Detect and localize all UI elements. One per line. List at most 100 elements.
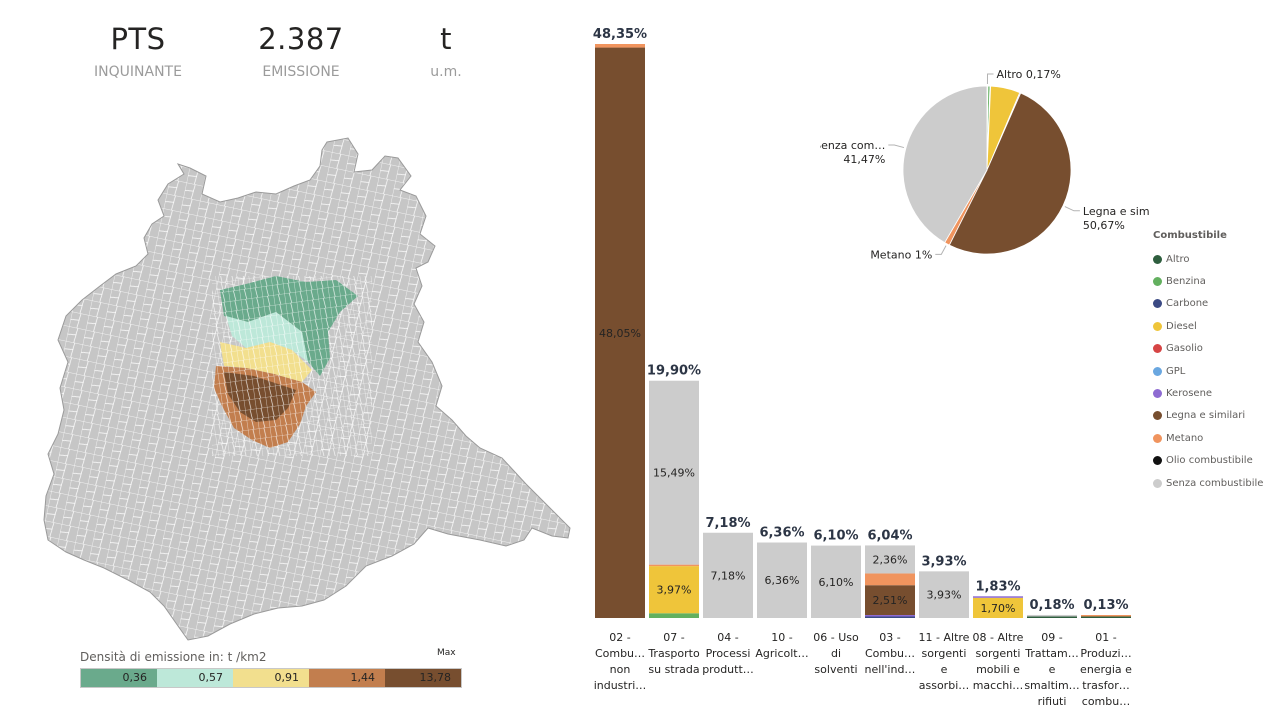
kpi-unit: t u.m. [400,20,492,81]
segment-label: 2,51% [873,594,908,607]
category-label: combu… [1082,695,1130,708]
legend-dot-icon [1153,299,1162,309]
bar-segment[interactable] [919,571,969,618]
category-label: Produzi… [1080,647,1131,660]
pie-callout-label: 41,47% [843,153,885,166]
bar-segment[interactable] [757,542,807,618]
category-label: industri… [594,679,647,692]
fuel-legend-item[interactable]: Legna e similari [1153,405,1263,427]
category-label: 06 - Uso [813,631,859,644]
bar-segment[interactable] [811,545,861,618]
category-label: rifiuti [1038,695,1067,708]
pie-callout-label: Altro 0,17% [997,68,1061,81]
legend-dot-icon [1153,366,1162,376]
bar-segment[interactable] [649,380,699,565]
category-label: non [610,663,631,676]
fuel-legend-label: Olio combustibile [1166,455,1253,467]
fuel-legend-item[interactable]: Carbone [1153,293,1263,315]
fuel-legend-title: Combustibile [1153,230,1227,241]
category-label: 04 - [717,631,738,644]
fuel-legend-item[interactable]: Metano [1153,427,1263,449]
fuel-legend-item[interactable]: Diesel [1153,315,1263,337]
pie-leader-line [986,73,994,85]
fuel-legend-item[interactable]: Senza combustibile [1153,472,1263,494]
bar-segment[interactable] [1027,614,1077,617]
category-label: e [1049,663,1056,676]
legend-dot-icon [1153,254,1162,264]
category-label: Processi [706,647,751,660]
category-label: sorgenti [976,647,1021,660]
category-label: di [831,647,841,660]
bar-segment[interactable] [1027,616,1077,619]
category-label: Combu… [595,647,645,660]
bar-segment[interactable] [865,615,915,617]
legend-dot-icon [1153,456,1162,466]
bar-segment[interactable] [1081,615,1131,617]
fuel-legend-item[interactable]: Kerosene [1153,382,1263,404]
fuel-legend-label: Altro [1166,253,1190,265]
bar-segment[interactable] [1081,616,1131,619]
pie-callout-label: Metano 1% [870,248,932,261]
segment-label: 3,97% [657,584,692,597]
fuel-legend-item[interactable]: GPL [1153,360,1263,382]
pie-callout-label: Legna e similari [1083,205,1150,218]
category-label: sorgenti [922,647,967,660]
fuel-legend: Combustibile Altro Benzina Carbone Diesel Ga… [1153,230,1263,494]
bar-total-label: 48,35% [593,27,647,42]
kpi-emissione-value: 2.387 [258,22,344,56]
map-region [44,138,570,640]
density-legend-cell: 0,57 [157,669,233,687]
density-legend: 0,36 0,57 0,91 1,44 13,78 [80,668,462,688]
fuel-legend-item[interactable]: Gasolio [1153,338,1263,360]
category-label: solventi [814,663,857,676]
category-label: macchi… [973,679,1024,692]
pie-leader-line [1064,206,1080,212]
bar-segment[interactable] [649,564,699,567]
bar-segment[interactable] [865,585,915,615]
segment-label: 6,10% [819,576,854,589]
emission-density-map[interactable] [40,136,572,642]
pie-callout-label: 50,67% [1083,219,1125,232]
fuel-legend-item[interactable]: Benzina [1153,270,1263,292]
category-label: Combu… [865,647,915,660]
category-label: 07 - [663,631,684,644]
bar-segment[interactable] [649,566,699,614]
bar-segment[interactable] [649,613,699,618]
category-label: su strada [648,663,699,676]
fuel-legend-item[interactable]: Olio combustibile [1153,450,1263,472]
legend-dot-icon [1153,389,1162,399]
pie-slice[interactable] [902,85,988,244]
bar-total-label: 7,18% [705,516,750,531]
fuel-legend-label: Gasolio [1166,343,1203,355]
segment-label: 15,49% [653,467,695,480]
fuel-legend-label: Metano [1166,432,1204,444]
legend-dot-icon [1153,411,1162,421]
legend-dot-icon [1153,321,1162,331]
fuel-legend-item[interactable]: Altro [1153,248,1263,270]
bar-total-label: 3,93% [921,554,966,569]
bar-segment[interactable] [865,545,915,574]
fuel-legend-label: Kerosene [1166,388,1213,400]
bar-segment[interactable] [595,47,645,619]
bar-segment[interactable] [703,532,753,618]
segment-label: 7,18% [711,569,746,582]
bar-segment[interactable] [865,616,915,619]
density-legend-cell: 13,78 [385,669,461,687]
bar-segment[interactable] [973,597,1023,618]
bar-segment[interactable] [865,573,915,586]
fuel-legend-label: Legna e similari [1166,410,1246,422]
bar-segment[interactable] [973,596,1023,598]
density-legend-cell: 0,36 [81,669,157,687]
bar-segment[interactable] [595,44,645,48]
category-label: energia e [1080,663,1132,676]
pie-slice[interactable] [948,92,1072,255]
category-label: assorbi… [919,679,970,692]
category-label: 08 - Altre [973,631,1024,644]
fuel-legend-label: Carbone [1166,298,1209,310]
segment-label: 3,93% [927,589,962,602]
legend-dot-icon [1153,433,1162,443]
category-label: 10 - [771,631,792,644]
category-label: Trattam… [1024,647,1078,660]
pie-leader-line [935,245,947,255]
category-label: Agricolt… [755,647,808,660]
